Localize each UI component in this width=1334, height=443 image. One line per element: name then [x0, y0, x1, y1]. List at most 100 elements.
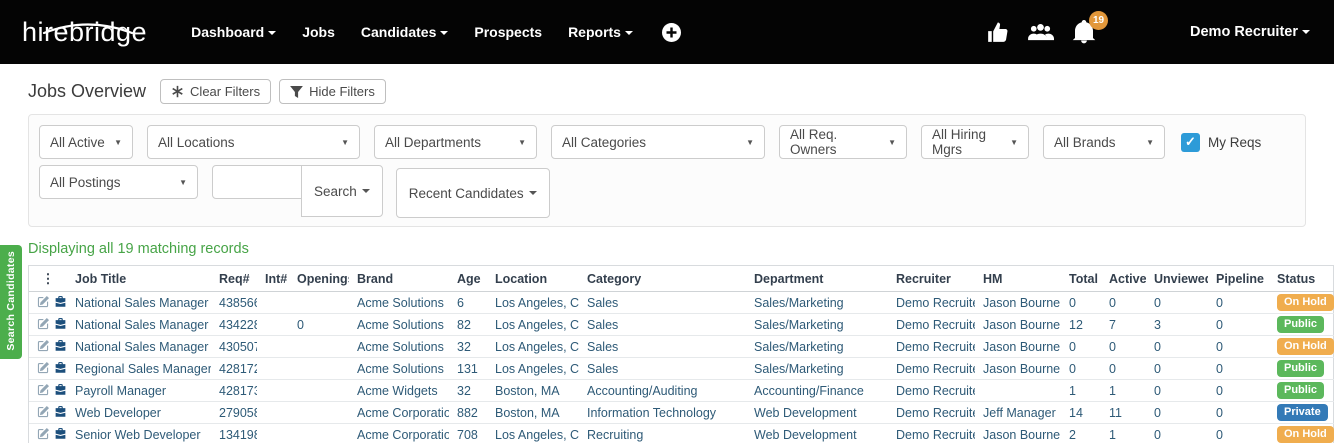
row-actions-cell [29, 292, 67, 314]
filter-locations-select[interactable]: All Locations ▼ [147, 125, 360, 159]
col-openings[interactable]: Openings [289, 266, 349, 292]
my-reqs-checkbox[interactable]: ✓ My Reqs [1181, 125, 1261, 159]
search-input[interactable] [212, 165, 302, 199]
thumbs-up-button[interactable] [986, 21, 1009, 44]
search-button[interactable]: Search [301, 165, 383, 217]
nav-jobs[interactable]: Jobs [302, 24, 335, 40]
column-options-header[interactable]: ⋮ [29, 266, 67, 292]
status-badge[interactable]: On Hold [1277, 338, 1334, 355]
department-cell: Sales/Marketing [746, 335, 888, 358]
brand-logo[interactable]: hirebridge [22, 17, 147, 48]
edit-job-button[interactable] [37, 317, 50, 333]
edit-job-button[interactable] [37, 427, 50, 443]
brand-cell: Acme Widgets [349, 379, 449, 402]
status-badge[interactable]: Public [1277, 360, 1325, 377]
edit-job-button[interactable] [37, 383, 50, 399]
user-menu[interactable]: Demo Recruiter [1190, 24, 1310, 40]
col-int[interactable]: Int# [257, 266, 289, 292]
notifications-button[interactable]: 19 [1072, 11, 1109, 44]
job-title-link[interactable]: Payroll Manager [75, 383, 167, 398]
search-candidates-tab[interactable]: Search Candidates [0, 245, 22, 359]
req-cell: 279058 [211, 401, 257, 424]
page-title: Jobs Overview [28, 81, 147, 101]
filter-departments-select[interactable]: All Departments ▼ [374, 125, 537, 159]
hm-cell: Jason Bourne [975, 423, 1061, 443]
filter-req-owners-select[interactable]: All Req. Owners ▼ [779, 125, 907, 159]
job-title-link[interactable]: National Sales Manager [75, 339, 209, 354]
location-cell: Boston, MA [487, 401, 579, 424]
status-badge[interactable]: On Hold [1277, 294, 1334, 311]
job-title-link[interactable]: National Sales Manager [75, 295, 209, 310]
recruiter-cell: Demo Recruiter [888, 423, 975, 443]
filter-hiring-mgrs-select[interactable]: All Hiring Mgrs ▼ [921, 125, 1029, 159]
nav-reports[interactable]: Reports [568, 24, 633, 40]
edit-job-button[interactable] [37, 405, 50, 421]
openings-cell [289, 401, 349, 424]
filter-funnel-icon [290, 85, 304, 98]
job-briefcase-button[interactable] [54, 383, 67, 399]
age-cell: 32 [449, 379, 487, 402]
active-cell: 11 [1101, 401, 1146, 424]
my-reqs-label: My Reqs [1208, 134, 1262, 150]
status-cell: Public [1269, 357, 1334, 380]
edit-job-button[interactable] [37, 339, 50, 355]
col-req[interactable]: Req# [211, 266, 257, 292]
job-briefcase-button[interactable] [54, 317, 67, 333]
hide-filters-button[interactable]: Hide Filters [279, 79, 386, 104]
col-hm[interactable]: HM [975, 266, 1061, 292]
col-job-title[interactable]: Job Title [67, 266, 211, 292]
col-category[interactable]: Category [579, 266, 746, 292]
job-title-link[interactable]: Senior Web Developer [75, 427, 201, 442]
col-unviewed[interactable]: Unviewed [1146, 266, 1208, 292]
brand-cell: Acme Solutions [349, 313, 449, 336]
briefcase-icon [55, 317, 66, 329]
col-age[interactable]: Age [449, 266, 487, 292]
job-title-link[interactable]: Regional Sales Manager [75, 361, 211, 376]
req-cell: 434228 [211, 313, 257, 336]
status-badge[interactable]: On Hold [1277, 426, 1334, 443]
job-briefcase-button[interactable] [54, 361, 67, 377]
age-cell: 882 [449, 401, 487, 424]
filter-active-select[interactable]: All Active ▼ [39, 125, 133, 159]
nav-candidates[interactable]: Candidates [361, 24, 449, 40]
col-pipeline[interactable]: Pipeline [1208, 266, 1269, 292]
chevron-down-icon [268, 31, 277, 35]
nav-prospects[interactable]: Prospects [474, 24, 543, 40]
col-recruiter[interactable]: Recruiter [888, 266, 975, 292]
col-status[interactable]: Status [1269, 266, 1334, 292]
total-cell: 0 [1061, 357, 1101, 380]
job-briefcase-button[interactable] [54, 405, 67, 421]
req-cell: 134198 [211, 423, 257, 443]
col-active[interactable]: Active [1101, 266, 1146, 292]
filter-brands-select[interactable]: All Brands ▼ [1043, 125, 1165, 159]
edit-job-button[interactable] [37, 361, 50, 377]
status-badge[interactable]: Public [1277, 316, 1325, 333]
active-cell: 7 [1101, 313, 1146, 336]
nav-dashboard[interactable]: Dashboard [191, 24, 277, 40]
col-department[interactable]: Department [746, 266, 888, 292]
filter-postings-select[interactable]: All Postings ▼ [39, 165, 198, 199]
int-cell [257, 357, 289, 380]
col-brand[interactable]: Brand [349, 266, 449, 292]
job-title-link[interactable]: Web Developer [75, 405, 161, 420]
status-badge[interactable]: Public [1277, 382, 1325, 399]
status-cell: On Hold [1269, 423, 1334, 443]
job-title-cell: Regional Sales Manager [67, 357, 211, 380]
edit-icon [37, 339, 50, 351]
job-briefcase-button[interactable] [54, 427, 67, 443]
filter-categories-select[interactable]: All Categories ▼ [551, 125, 765, 159]
job-title-link[interactable]: National Sales Manager [75, 317, 209, 332]
recent-candidates-button[interactable]: Recent Candidates [395, 168, 550, 218]
candidates-group-button[interactable] [1027, 21, 1055, 43]
status-badge[interactable]: Private [1277, 404, 1328, 421]
add-new-button[interactable] [661, 22, 682, 43]
req-cell: 428173 [211, 379, 257, 402]
plus-circle-icon [661, 22, 681, 42]
col-total[interactable]: Total [1061, 266, 1101, 292]
edit-job-button[interactable] [37, 295, 50, 311]
col-location[interactable]: Location [487, 266, 579, 292]
edit-icon [37, 405, 50, 417]
clear-filters-button[interactable]: Clear Filters [160, 79, 272, 104]
job-briefcase-button[interactable] [54, 295, 67, 311]
job-briefcase-button[interactable] [54, 339, 67, 355]
